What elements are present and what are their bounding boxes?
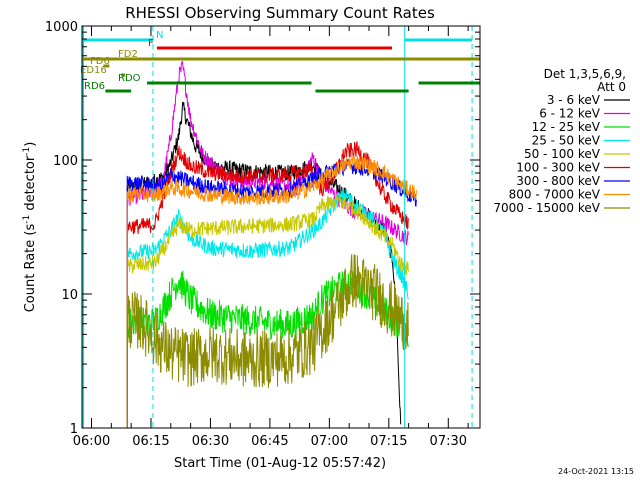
y-tick-label: 1 [70,422,78,437]
legend-label-8: 7000 - 15000 keV [493,201,600,215]
chart-title: RHESSI Observing Summary Count Rates [125,4,435,22]
x-tick-label: 07:00 [311,434,348,449]
y-axis-label-end: ) [23,142,38,147]
series-line-0 [126,101,402,428]
y-axis-label-sup: -1 [22,215,32,224]
y-axis-label-main: Count Rate (s [23,224,38,313]
legend-label-1: 6 - 12 keV [539,107,601,121]
flag-label-rdo: RDO [118,73,141,84]
flag-label-n: N [156,30,163,41]
legend-label-5: 100 - 300 keV [516,161,600,175]
x-tick-label: 06:00 [73,434,110,449]
legend-label-7: 800 - 7000 keV [509,188,601,202]
series-line-7 [126,155,417,428]
axes: 1 10 100 1000 06:00 06:15 06:30 06:45 07:00 07:15… [45,20,481,449]
legend-label-2: 12 - 25 keV [532,120,601,134]
y-axis-label-sup2: -1 [22,147,32,156]
y-axis-label-mid: detector [23,155,38,215]
flag-label-ed16: ED16 [80,65,107,76]
x-tick-label: 07:30 [430,434,467,449]
legend-label-3: 25 - 50 keV [532,134,601,148]
legend-label-4: 50 - 100 keV [524,147,601,161]
series-line-3 [126,188,409,428]
legend-label-0: 3 - 6 keV [547,93,601,107]
x-tick-label: 07:15 [370,434,407,449]
y-tick-label: 100 [53,154,78,169]
x-axis-label: Start Time (01-Aug-12 05:57:42) [174,456,386,471]
flag-label-f: F [148,38,154,49]
y-axis-label: Count Rate (s-1 detector-1) [22,142,38,313]
generation-timestamp: 24-Oct-2021 13:15 [558,467,634,476]
flag-label-rd6: RD6 [84,81,105,92]
x-tick-label: 06:15 [132,434,169,449]
flag-label-fd6: FD6 [90,56,110,67]
y-tick-label: 10 [61,288,78,303]
series-line-4 [126,193,409,428]
legend-label-6: 300 - 800 keV [516,174,600,188]
x-tick-label: 06:45 [251,434,288,449]
y-tick-label: 1000 [45,20,78,35]
plot-area [82,26,473,428]
legend-header-1: Att 0 [597,80,626,94]
x-tick-label: 06:30 [192,434,229,449]
axes-frame [81,25,481,429]
series-group [126,60,417,428]
flag-label-fd2: FD2 [118,49,138,60]
series-line-8 [126,254,409,428]
legend-header-0: Det 1,3,5,6,9, [544,67,626,81]
